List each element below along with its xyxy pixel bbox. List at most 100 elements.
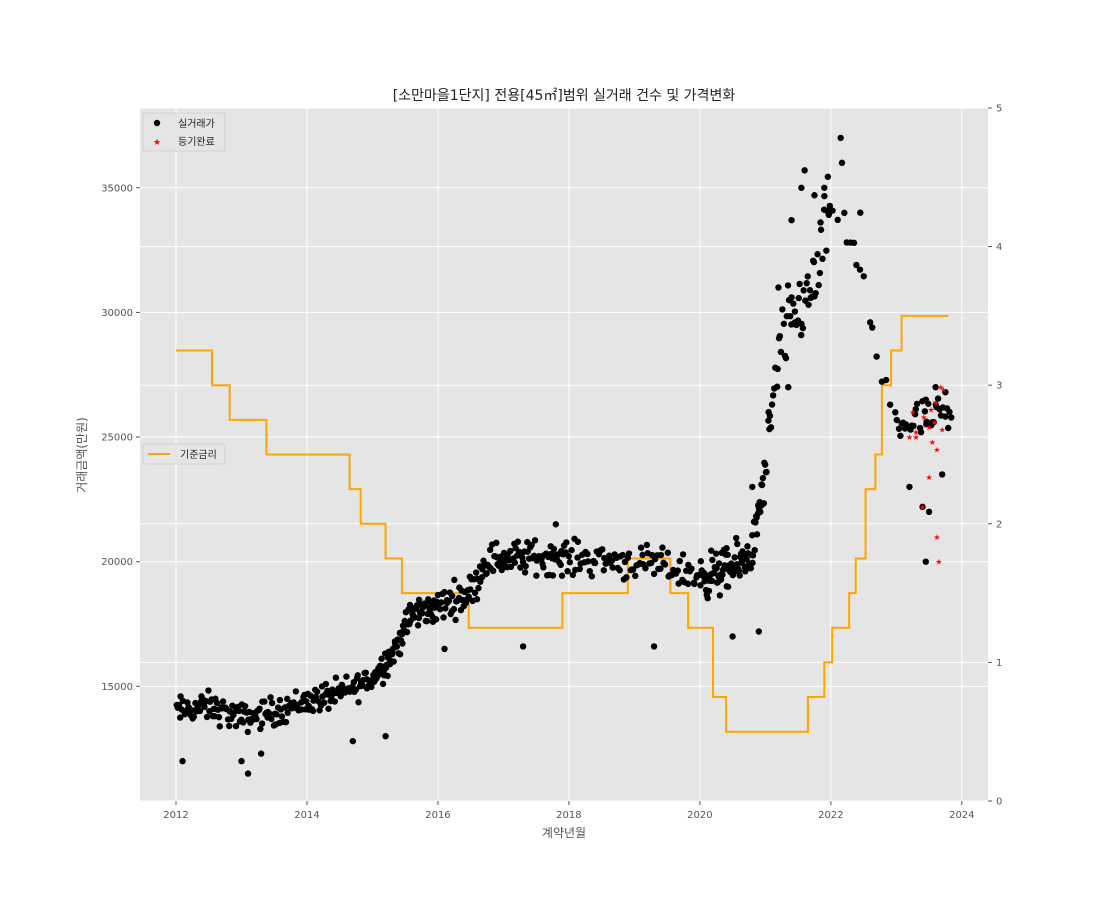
trade-point: [782, 354, 790, 362]
trade-point: [423, 617, 431, 625]
trade-point: [946, 408, 953, 416]
trade-point: [826, 202, 834, 210]
trade-point: [755, 628, 763, 635]
trade-point: [749, 483, 756, 491]
trade-point: [432, 616, 440, 623]
trade-point: [609, 564, 616, 571]
registered-point: ★: [929, 438, 936, 447]
trade-point: [354, 672, 361, 679]
trade-point: [257, 750, 265, 757]
trade-point: [450, 605, 458, 613]
trade-point: [869, 324, 876, 331]
trade-point: [643, 541, 651, 549]
trade-point: [938, 471, 946, 478]
trade-point: [241, 702, 249, 710]
registered-point: ★: [925, 423, 932, 432]
trade-point: [816, 269, 824, 277]
trade-point: [368, 683, 375, 691]
trade-point: [942, 413, 949, 420]
trade-point: [639, 551, 646, 559]
trade-point: [893, 416, 901, 424]
trade-point: [393, 643, 401, 650]
y2-tick-label: 4: [996, 242, 1002, 253]
x-axis-label: 계약년월: [542, 825, 586, 840]
trade-point: [564, 567, 571, 575]
trade-point: [349, 737, 357, 745]
trade-point: [419, 610, 426, 617]
trade-point: [258, 720, 266, 727]
trade-point: [674, 567, 682, 574]
trade-point: [489, 567, 497, 575]
y-tick-label: 20000: [101, 557, 133, 568]
trade-point: [841, 209, 848, 217]
trade-point: [632, 572, 639, 580]
trade-point: [415, 614, 423, 622]
trade-point: [390, 658, 397, 665]
trade-point: [569, 571, 576, 579]
trade-point: [267, 694, 274, 701]
trade-point: [657, 551, 665, 559]
trade-point: [917, 428, 925, 436]
trade-point: [815, 281, 822, 289]
trade-point: [708, 547, 715, 554]
trade-point: [440, 614, 447, 621]
trade-point: [801, 167, 808, 174]
trade-point: [465, 593, 472, 600]
x-tick-label: 2022: [818, 810, 843, 821]
trade-point: [897, 432, 904, 439]
trade-point: [724, 551, 731, 558]
rate-step-line: [176, 314, 949, 733]
trade-point: [829, 207, 836, 214]
trade-point: [343, 673, 350, 680]
trade-point: [522, 562, 529, 570]
trade-point: [284, 709, 291, 717]
trade-point: [734, 540, 741, 548]
trade-point: [606, 552, 613, 559]
trade-point: [812, 289, 819, 297]
trade-point: [773, 383, 781, 390]
trade-point: [629, 566, 637, 573]
trade-point: [922, 396, 929, 403]
trade-point: [702, 572, 709, 579]
trade-point: [910, 422, 917, 430]
trade-point: [873, 353, 880, 360]
trade-point: [507, 547, 514, 555]
trade-point: [768, 401, 776, 408]
trade-point: [759, 474, 767, 482]
trade-point: [788, 216, 795, 224]
trade-point: [549, 572, 557, 579]
trade-point: [396, 651, 404, 658]
trade-point: [838, 159, 846, 167]
trade-point: [540, 564, 547, 571]
legend-registered-label: 등기완료: [178, 136, 215, 148]
trade-point: [697, 558, 705, 565]
trade-point: [780, 320, 788, 327]
trade-point: [591, 559, 599, 567]
trade-point: [623, 574, 630, 581]
points-layer: ★★★★★★★★★★★★★★★★★★: [173, 134, 955, 777]
trade-point: [763, 468, 770, 476]
trade-point: [798, 184, 805, 191]
trade-point: [735, 567, 743, 574]
trade-point: [226, 722, 233, 730]
registered-point: ★: [927, 406, 934, 415]
legend-line: 기준금리: [142, 443, 226, 465]
trade-point: [493, 539, 500, 547]
trade-point: [266, 710, 273, 717]
legend-line-box: [142, 443, 226, 465]
trade-point: [321, 699, 328, 706]
trade-point: [736, 572, 743, 579]
legend-scatter-box: [142, 112, 226, 152]
trade-point: [588, 573, 595, 580]
trade-point: [528, 541, 535, 549]
trade-point: [747, 565, 755, 572]
trade-point: [410, 614, 418, 621]
trade-point: [758, 481, 766, 489]
trade-point: [779, 306, 786, 313]
trade-point: [912, 405, 919, 413]
trade-point: [213, 699, 221, 707]
trade-point: [688, 565, 695, 572]
registered-point: ★: [933, 446, 940, 455]
trade-point: [803, 279, 810, 287]
